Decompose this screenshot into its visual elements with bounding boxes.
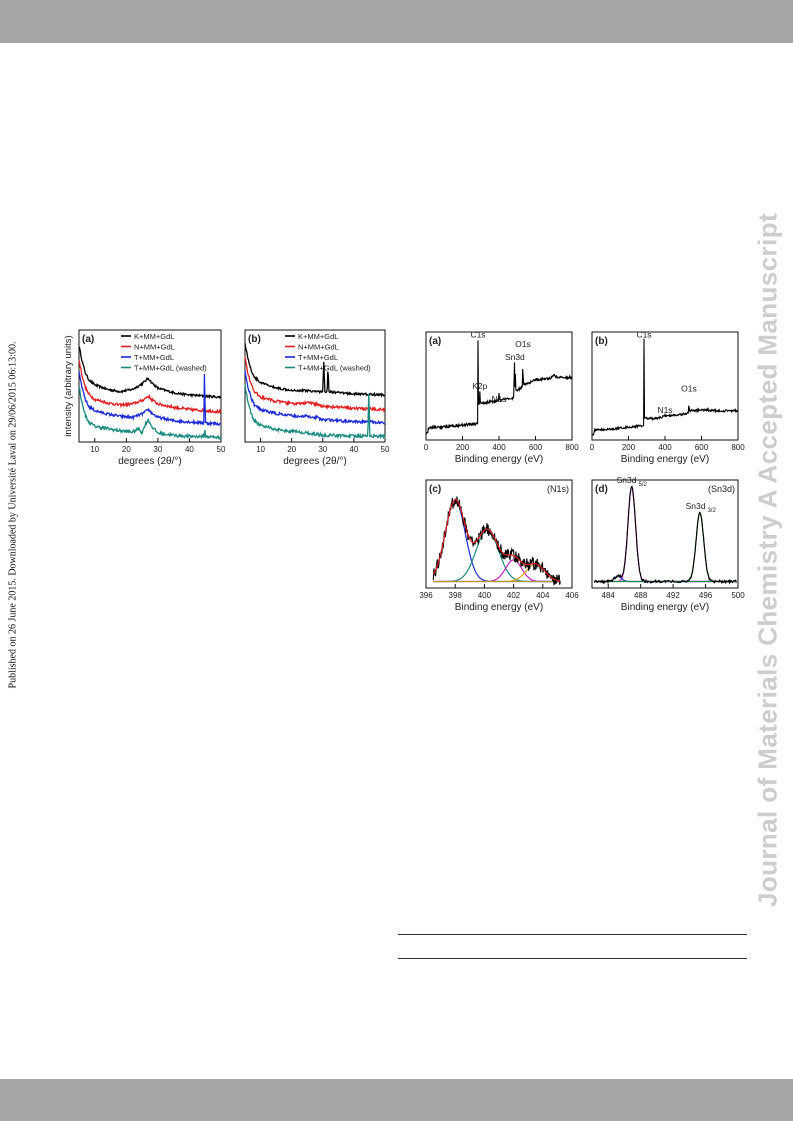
raw-spectrum-line — [432, 496, 561, 586]
legend-label: N+MM+GdL — [298, 343, 339, 352]
corner-label: (N1s) — [547, 484, 569, 494]
legend-label: T+MM+GdL (washed) — [134, 364, 207, 373]
x-tick-label: 20 — [287, 445, 296, 454]
x-tick-label: 50 — [381, 445, 390, 454]
plot-frame — [591, 331, 739, 441]
x-tick-label: 600 — [695, 443, 709, 452]
series-line-2 — [244, 356, 386, 414]
x-axis-label: degrees (2θ/°) — [283, 456, 346, 467]
legend-label: T+MM+GdL (washed) — [298, 364, 371, 373]
x-axis-label: Binding energy (eV) — [455, 602, 543, 613]
peak-label: C1s — [636, 329, 651, 339]
panel-label: (a) — [82, 334, 94, 345]
x-tick-label: 200 — [622, 443, 636, 452]
xps-survey-chart-b: 0 200 400 600 800 Binding energy (eV) (b) C1s N1… — [590, 329, 745, 465]
x-tick-label: 400 — [478, 591, 492, 600]
x-tick-label: 600 — [529, 443, 543, 452]
fit-component-2 — [433, 529, 561, 583]
peak-label: Sn3d 3/2 — [686, 501, 717, 514]
x-tick-label: 20 — [122, 445, 131, 454]
series-line-4 — [78, 386, 222, 441]
x-tick-label: 30 — [318, 445, 327, 454]
series-line-2 — [78, 360, 222, 415]
x-tick-label: 50 — [217, 445, 226, 454]
journal-watermark: Journal of Materials Chemistry A Accepte… — [752, 212, 783, 908]
legend-label: K+MM+GdL — [134, 332, 174, 341]
x-tick-label: 800 — [731, 443, 745, 452]
peak-label: N1s — [491, 394, 506, 404]
series-line-1 — [78, 346, 222, 400]
x-tick-label: 0 — [590, 443, 595, 452]
fit-component-1 — [594, 485, 737, 583]
plot-frame — [591, 479, 739, 589]
panel-label: (d) — [595, 484, 608, 495]
bottom-band — [0, 1079, 793, 1121]
x-tick-label: 406 — [565, 591, 579, 600]
x-tick-label: 400 — [492, 443, 506, 452]
x-tick-label: 200 — [456, 443, 470, 452]
envelope-fit-line — [432, 499, 561, 582]
series-line-1 — [244, 343, 386, 398]
x-axis-label: degrees (2θ/°) — [118, 456, 181, 467]
plot-frame — [78, 329, 222, 443]
x-tick-label: 500 — [731, 591, 745, 600]
peak-label: K2p — [472, 381, 487, 391]
x-axis-label: Binding energy (eV) — [621, 602, 709, 613]
legend-label: K+MM+GdL — [298, 332, 338, 341]
peak-label: O1s — [515, 339, 531, 349]
plot-frame — [425, 479, 573, 589]
x-tick-label: 396 — [419, 591, 433, 600]
divider-bottom — [398, 958, 747, 959]
x-tick-label: 402 — [507, 591, 521, 600]
panel-label: (c) — [429, 484, 441, 495]
spectrum-line — [591, 338, 739, 436]
x-tick-label: 398 — [449, 591, 463, 600]
x-tick-label: 40 — [185, 445, 194, 454]
x-axis-label: Binding energy (eV) — [621, 454, 709, 465]
plot-frame — [425, 331, 573, 441]
xps-n1s-chart: 396 398 400 402 404 406 Binding energy (eV) (c)… — [419, 479, 579, 613]
raw-spectrum-line — [593, 485, 737, 585]
top-band — [0, 0, 793, 43]
peak-label: C1s — [470, 329, 485, 339]
x-tick-label: 10 — [90, 445, 99, 454]
x-tick-label: 0 — [424, 443, 429, 452]
peak-label: Sn3d — [505, 352, 525, 362]
fit-component-2 — [594, 511, 737, 583]
series-line-4 — [244, 383, 386, 440]
panel-label: (b) — [595, 336, 608, 347]
x-tick-label: 400 — [658, 443, 672, 452]
x-tick-label: 488 — [634, 591, 648, 600]
x-tick-label: 496 — [699, 591, 713, 600]
publication-notice: Published on 26 June 2015. Downloaded by… — [7, 341, 19, 689]
panel-label: (b) — [248, 334, 261, 345]
y-axis-label: intensity (arbitrary units) — [63, 335, 74, 436]
legend-label: T+MM+GdL — [134, 353, 174, 362]
x-tick-label: 404 — [536, 591, 550, 600]
panel-label: (a) — [429, 336, 441, 347]
x-axis-label: Binding energy (eV) — [455, 454, 543, 465]
legend-label: N+MM+GdL — [134, 343, 175, 352]
series-line-3 — [78, 371, 222, 428]
peak-label: O1s — [681, 383, 697, 393]
x-tick-label: 492 — [666, 591, 680, 600]
legend-label: T+MM+GdL — [298, 353, 338, 362]
xps-sn3d-chart: 484 488 492 496 500 Binding energy (eV) (d) (Sn… — [591, 475, 745, 613]
spectrum-line — [425, 340, 573, 435]
corner-label: (Sn3d) — [708, 484, 735, 494]
x-tick-label: 30 — [153, 445, 162, 454]
x-tick-label: 800 — [565, 443, 579, 452]
x-tick-label: 10 — [256, 445, 265, 454]
divider-top — [398, 934, 747, 935]
peak-label: N1s — [657, 405, 672, 415]
xrd-chart-b: 10 20 30 40 50 degrees (2θ/°) (b) K+MM+GdL N+MM+… — [244, 329, 390, 467]
series-line-3 — [244, 370, 386, 425]
xrd-chart-a: 10 20 30 40 50 degrees (2θ/°) (a) intensity (ar… — [63, 329, 226, 467]
x-tick-label: 40 — [349, 445, 358, 454]
x-tick-label: 484 — [602, 591, 616, 600]
xps-survey-chart-a: 0 200 400 600 800 Binding energy (eV) (a) C1s K2… — [424, 329, 579, 465]
